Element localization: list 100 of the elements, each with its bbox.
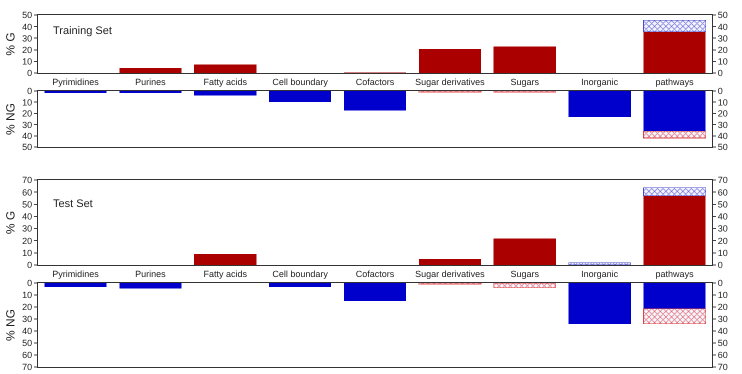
bar bbox=[344, 283, 406, 301]
y2-tick-label: 10 bbox=[718, 97, 728, 108]
bar bbox=[44, 283, 107, 288]
y-tick-label: 10 bbox=[22, 248, 32, 258]
bar bbox=[643, 131, 706, 138]
bar bbox=[568, 91, 631, 117]
bar bbox=[269, 91, 332, 102]
bar bbox=[643, 308, 706, 324]
y-tick-label: 20 bbox=[22, 44, 32, 55]
y-tick-label: 10 bbox=[22, 97, 32, 108]
y2-tick-label: 10 bbox=[718, 56, 728, 67]
y2-tick-label: 0 bbox=[718, 86, 723, 96]
bar bbox=[119, 283, 182, 288]
annotation: Training Set bbox=[53, 25, 112, 37]
bar bbox=[568, 262, 632, 265]
y-tick-label: 10 bbox=[22, 56, 32, 67]
y-axis-title: % G bbox=[3, 210, 18, 234]
y-tick-label: 10 bbox=[22, 290, 32, 300]
bar bbox=[418, 258, 481, 265]
bar bbox=[643, 20, 706, 32]
y-tick-label: 70 bbox=[22, 362, 32, 372]
bar bbox=[494, 46, 556, 73]
y-tick-label: 40 bbox=[22, 130, 32, 141]
annotation: Test Set bbox=[53, 198, 93, 210]
y-tick-label: 70 bbox=[22, 175, 32, 186]
y-tick-label: 30 bbox=[22, 33, 32, 44]
bar bbox=[494, 238, 556, 265]
x-tick-label: Sugar derivatives bbox=[415, 268, 486, 279]
y-tick-label: 40 bbox=[22, 22, 32, 32]
y2-tick-label: 20 bbox=[718, 236, 728, 246]
y-tick-label: 20 bbox=[22, 108, 32, 119]
y-tick-label: 30 bbox=[22, 120, 32, 130]
bar bbox=[493, 283, 556, 288]
x-tick-label: Cofactors bbox=[356, 268, 395, 279]
y2-tick-label: 70 bbox=[718, 362, 728, 372]
y-tick-label: 0 bbox=[27, 278, 32, 288]
x-tick-label: Fatty acids bbox=[203, 268, 248, 279]
bar bbox=[194, 91, 256, 96]
y2-tick-label: 0 bbox=[718, 68, 723, 78]
bar bbox=[194, 254, 256, 265]
bar bbox=[344, 91, 406, 111]
y-tick-label: 0 bbox=[27, 68, 32, 78]
y-tick-label: 30 bbox=[22, 224, 32, 234]
y-tick-label: 50 bbox=[22, 10, 32, 20]
y2-tick-label: 10 bbox=[718, 290, 728, 300]
bar bbox=[643, 196, 706, 265]
y2-tick-label: 0 bbox=[718, 278, 723, 288]
y-tick-label: 60 bbox=[22, 187, 32, 198]
y2-tick-label: 40 bbox=[718, 326, 728, 336]
x-tick-label: Cell boundary bbox=[272, 76, 328, 87]
y2-tick-label: 40 bbox=[718, 212, 728, 222]
x-tick-label: Fatty acids bbox=[203, 76, 248, 87]
y-tick-label: 50 bbox=[22, 142, 32, 152]
bar bbox=[194, 64, 256, 73]
y2-tick-label: 30 bbox=[718, 120, 728, 130]
y2-tick-label: 40 bbox=[718, 22, 728, 32]
y-axis-title: % NG bbox=[3, 102, 18, 136]
y-tick-label: 20 bbox=[22, 302, 32, 312]
x-tick-label: pathways bbox=[656, 268, 694, 279]
x-tick-label: Pyrimidines bbox=[52, 76, 100, 87]
y2-tick-label: 50 bbox=[718, 142, 728, 152]
x-tick-label: Sugars bbox=[510, 76, 540, 87]
y2-tick-label: 50 bbox=[718, 338, 728, 348]
y-tick-label: 0 bbox=[27, 86, 32, 96]
y2-tick-label: 10 bbox=[718, 248, 728, 258]
y-tick-label: 20 bbox=[22, 236, 32, 246]
y-tick-label: 40 bbox=[22, 326, 32, 336]
y-axis-title: % G bbox=[3, 32, 18, 56]
bar bbox=[643, 32, 706, 73]
bar bbox=[119, 68, 182, 73]
y2-tick-label: 70 bbox=[718, 175, 728, 186]
x-tick-label: Cell boundary bbox=[272, 268, 328, 279]
x-tick-label: Pyrimidines bbox=[52, 268, 100, 279]
y-axis-title: % NG bbox=[3, 308, 18, 342]
y2-tick-label: 30 bbox=[718, 314, 728, 324]
x-tick-label: Sugars bbox=[510, 268, 540, 279]
y-tick-label: 40 bbox=[22, 212, 32, 222]
y2-tick-label: 0 bbox=[718, 260, 723, 270]
y-tick-label: 50 bbox=[22, 199, 32, 210]
y2-tick-label: 60 bbox=[718, 187, 728, 198]
x-tick-label: Inorganic bbox=[581, 268, 619, 279]
bar bbox=[643, 283, 706, 309]
x-tick-label: Sugar derivatives bbox=[415, 76, 486, 87]
x-tick-label: pathways bbox=[656, 76, 694, 87]
y2-tick-label: 20 bbox=[718, 108, 728, 119]
y2-tick-label: 20 bbox=[718, 44, 728, 55]
x-tick-label: Purines bbox=[135, 268, 166, 279]
bar bbox=[418, 49, 481, 73]
bar bbox=[643, 188, 706, 196]
y2-tick-label: 30 bbox=[718, 33, 728, 44]
y2-tick-label: 40 bbox=[718, 130, 728, 141]
y-tick-label: 50 bbox=[22, 338, 32, 348]
y-tick-label: 60 bbox=[22, 350, 32, 360]
y2-tick-label: 60 bbox=[718, 350, 728, 360]
bar bbox=[643, 91, 706, 132]
x-tick-label: Purines bbox=[135, 76, 166, 87]
y2-tick-label: 20 bbox=[718, 302, 728, 312]
y-tick-label: 0 bbox=[27, 260, 32, 270]
x-tick-label: Inorganic bbox=[581, 76, 619, 87]
y2-tick-label: 50 bbox=[718, 10, 728, 20]
